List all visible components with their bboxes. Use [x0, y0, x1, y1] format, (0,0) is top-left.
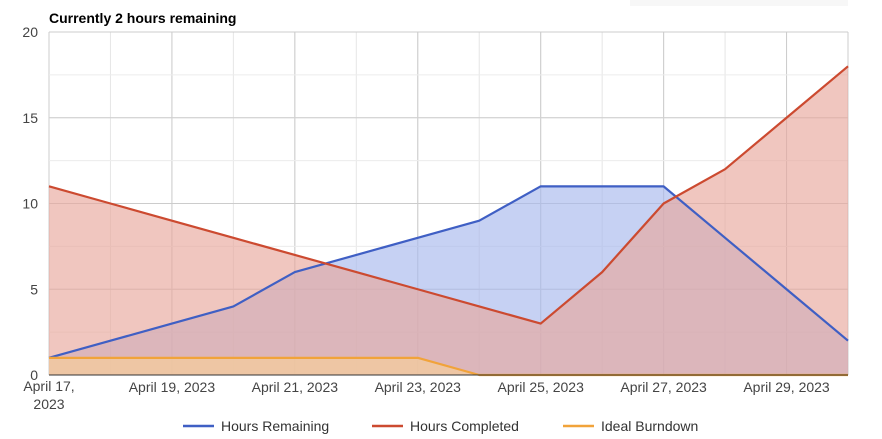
line-hours-remaining: [48, 185, 849, 359]
legend: Hours Remaining Hours Completed Ideal Burn…: [183, 418, 698, 434]
chart-title: Currently 2 hours remaining: [49, 10, 236, 26]
x-tick-label: April 27, 2023: [620, 379, 707, 395]
legend-label-hours-remaining: Hours Remaining: [221, 418, 329, 434]
y-tick-label: 5: [30, 281, 38, 297]
x-tick-label: April 29, 2023: [743, 379, 830, 395]
x-tick-label: April 21, 2023: [252, 379, 339, 395]
x-tick-label: April 23, 2023: [375, 379, 462, 395]
y-tick-label: 20: [22, 24, 38, 40]
x-tick-label: April 17, 2023: [23, 378, 74, 412]
y-tick-label: 15: [22, 110, 38, 126]
x-tick-label: April 25, 2023: [497, 379, 584, 395]
legend-label-hours-completed: Hours Completed: [410, 418, 519, 434]
axis-layer: 0 5 10 15 20 April 17, 2023 April 19, 2023 April…: [22, 24, 848, 412]
y-tick-label: 10: [22, 196, 38, 212]
y-tick-label: 0: [30, 367, 38, 383]
legend-label-ideal-burndown: Ideal Burndown: [601, 418, 698, 434]
x-tick-label: April 19, 2023: [129, 379, 216, 395]
line-hours-completed: [48, 65, 849, 325]
toolbar-strip: [630, 0, 848, 6]
area-ideal-burndown: [49, 357, 848, 375]
